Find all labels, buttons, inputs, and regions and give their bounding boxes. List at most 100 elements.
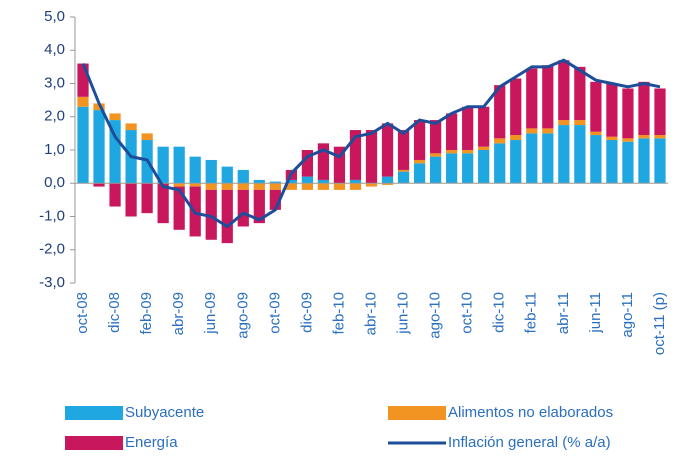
bar bbox=[462, 150, 474, 154]
x-tick-label: dic-08 bbox=[106, 292, 123, 333]
bar bbox=[77, 106, 89, 184]
bar bbox=[237, 189, 249, 227]
bar bbox=[381, 176, 394, 184]
x-tick-label: ago-11 bbox=[619, 292, 636, 338]
bar bbox=[478, 150, 490, 184]
bar bbox=[365, 130, 378, 184]
bar bbox=[301, 150, 314, 177]
bar bbox=[237, 183, 249, 190]
bar bbox=[429, 156, 442, 184]
bar bbox=[221, 183, 233, 190]
bar bbox=[285, 179, 297, 184]
bar bbox=[349, 183, 362, 190]
y-tick-label: -2,0 bbox=[39, 241, 65, 258]
bar bbox=[237, 169, 249, 184]
bar bbox=[221, 166, 233, 184]
bar bbox=[558, 60, 570, 121]
x-tick-label: ago-10 bbox=[427, 292, 444, 339]
y-tick-label: -3,0 bbox=[39, 274, 65, 291]
bar bbox=[157, 183, 169, 224]
bar bbox=[622, 88, 634, 139]
bar bbox=[429, 153, 442, 157]
bar bbox=[413, 159, 426, 164]
bar bbox=[205, 189, 217, 240]
bar bbox=[381, 183, 394, 185]
bar bbox=[478, 106, 490, 147]
bar bbox=[93, 183, 105, 187]
bar bbox=[349, 179, 362, 184]
bar bbox=[558, 120, 570, 126]
bar bbox=[654, 135, 666, 139]
y-tick-label: 2,0 bbox=[44, 108, 65, 125]
bar bbox=[109, 183, 121, 207]
bar bbox=[510, 140, 522, 184]
x-tick-label: abr-09 bbox=[170, 292, 187, 335]
bar bbox=[125, 123, 137, 131]
bar bbox=[317, 143, 330, 180]
bar bbox=[173, 146, 185, 184]
bar bbox=[654, 88, 666, 136]
bar bbox=[622, 141, 634, 184]
bar bbox=[446, 153, 458, 184]
bar bbox=[638, 135, 650, 139]
y-tick-label: 4,0 bbox=[44, 41, 65, 58]
legend-label: Subyacente bbox=[125, 404, 204, 421]
bar bbox=[109, 120, 121, 184]
x-tick-label: feb-09 bbox=[138, 292, 155, 335]
legend-label: Energía bbox=[125, 434, 178, 451]
bar bbox=[413, 163, 426, 184]
legend-label: Alimentos no elaborados bbox=[448, 404, 613, 421]
bar bbox=[397, 169, 410, 172]
bar bbox=[446, 150, 458, 154]
bar bbox=[349, 130, 362, 180]
bar bbox=[654, 138, 666, 184]
bar bbox=[77, 96, 89, 107]
bar bbox=[590, 135, 602, 184]
bar bbox=[365, 183, 378, 187]
bar bbox=[285, 183, 297, 190]
bar bbox=[638, 138, 650, 184]
legend-swatch bbox=[388, 406, 446, 420]
bar bbox=[269, 189, 281, 210]
bar bbox=[141, 133, 153, 141]
y-tick-label: 1,0 bbox=[44, 141, 65, 158]
bar bbox=[141, 183, 153, 214]
bar bbox=[510, 78, 522, 136]
bar bbox=[462, 106, 474, 150]
bar bbox=[397, 130, 410, 170]
x-tick-label: oct-08 bbox=[74, 292, 91, 334]
bar bbox=[157, 146, 169, 184]
bar bbox=[173, 183, 185, 187]
bar bbox=[622, 138, 634, 142]
bar bbox=[478, 146, 490, 150]
bar bbox=[526, 128, 538, 134]
bar bbox=[269, 181, 281, 184]
x-tick-label: jun-09 bbox=[202, 292, 219, 335]
bar bbox=[333, 183, 346, 190]
bar bbox=[606, 136, 618, 141]
bar bbox=[317, 183, 330, 190]
bar bbox=[574, 66, 586, 121]
bar bbox=[542, 133, 554, 184]
bar bbox=[446, 113, 458, 150]
bar bbox=[494, 85, 506, 139]
bar bbox=[462, 153, 474, 184]
bar bbox=[590, 131, 602, 136]
y-tick-label: 0,0 bbox=[44, 174, 65, 191]
x-tick-label: abr-11 bbox=[555, 292, 572, 334]
bar bbox=[253, 189, 265, 224]
x-tick-label: abr-10 bbox=[362, 292, 379, 335]
bar bbox=[429, 120, 442, 154]
x-tick-label: jun-10 bbox=[395, 292, 412, 335]
bar bbox=[333, 146, 346, 184]
bar bbox=[125, 183, 137, 217]
bar bbox=[253, 179, 265, 184]
bar bbox=[397, 171, 410, 184]
y-tick-label: 5,0 bbox=[44, 8, 65, 25]
x-tick-label: oct-10 bbox=[459, 292, 476, 334]
bar bbox=[221, 189, 233, 244]
bar bbox=[301, 183, 314, 190]
bar bbox=[638, 81, 650, 136]
bar bbox=[205, 159, 217, 184]
